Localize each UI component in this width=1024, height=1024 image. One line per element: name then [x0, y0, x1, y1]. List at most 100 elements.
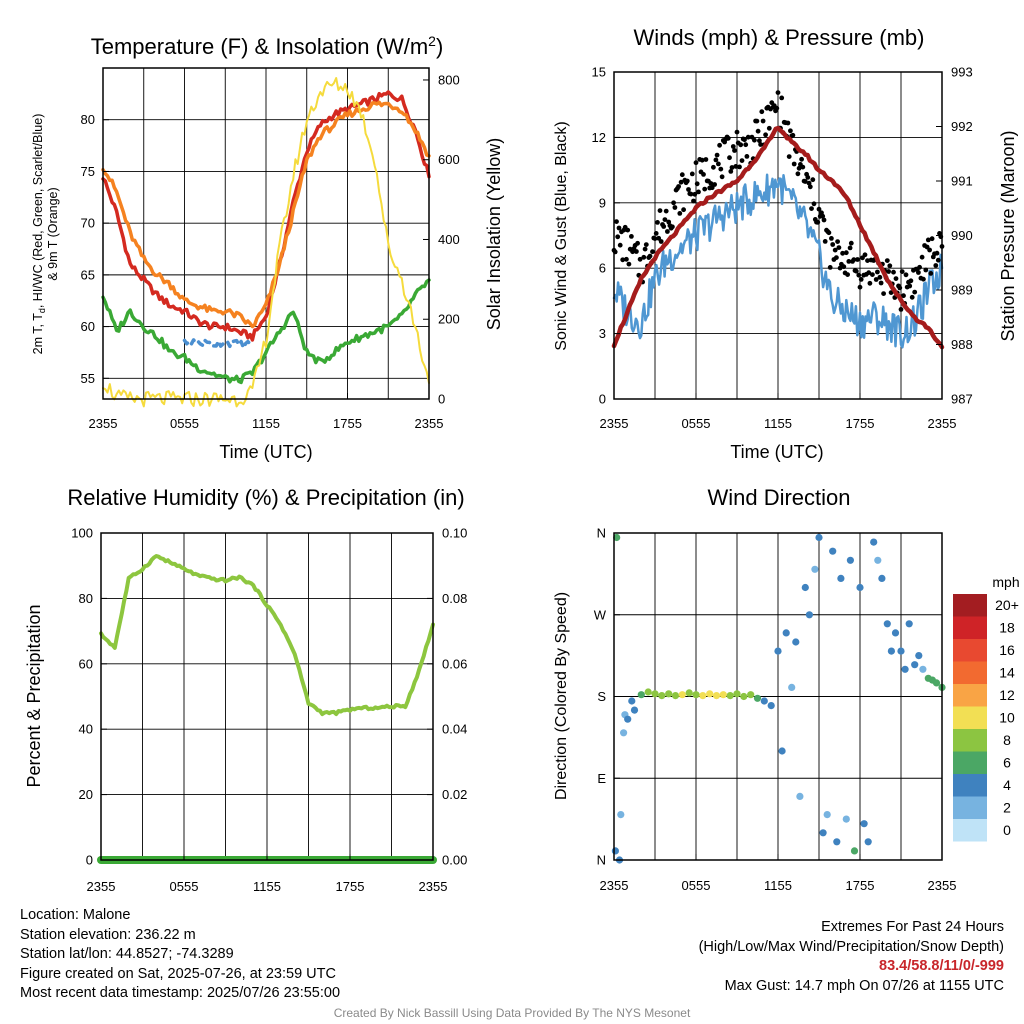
temp-9m-line	[101, 100, 431, 329]
direction-point	[860, 820, 868, 828]
direction-point	[719, 691, 727, 699]
gust-point-point	[779, 95, 785, 101]
legend-swatch	[953, 616, 987, 639]
legend-swatch	[953, 796, 987, 819]
gust-point-point	[886, 269, 891, 274]
gust-point-point	[867, 280, 873, 286]
gust-point-point	[752, 137, 757, 143]
speed-legend: 20+ 18 16 14 12 10 8 6 4 2 0	[953, 594, 1019, 842]
y2-tick-label: 0.08	[442, 591, 467, 606]
gust-point-point	[688, 191, 694, 197]
heat-index-line	[182, 338, 252, 350]
gust-point-point	[855, 257, 860, 262]
direction-point	[620, 729, 628, 737]
gust-point-point	[620, 257, 626, 263]
legend-swatch	[953, 639, 987, 662]
gust-point-point	[893, 276, 899, 281]
temp-2m-line	[101, 90, 431, 342]
y2-tick-label: 990	[951, 228, 973, 243]
temperature-x-label: Time (UTC)	[219, 442, 312, 462]
gust-point-point	[701, 172, 706, 177]
gust-point-point	[853, 268, 859, 274]
gust-point-point	[928, 271, 934, 276]
y2-tick-label: 987	[951, 392, 973, 407]
y-tick-label: N	[597, 853, 606, 868]
direction-point	[932, 679, 941, 687]
direction-point	[837, 574, 845, 583]
y-tick-label: E	[597, 771, 606, 786]
x-tick-label: 2355	[415, 416, 444, 431]
direction-point	[678, 691, 686, 699]
y-tick-label: 100	[71, 526, 93, 541]
y2-tick-label: 991	[951, 174, 973, 189]
direction-point	[788, 683, 796, 692]
direction-point	[905, 620, 913, 628]
temperature-panel: Temperature (F) & Insolation (W/m2) 2355…	[31, 33, 504, 462]
direction-point	[617, 811, 625, 819]
gust-point-point	[719, 174, 725, 180]
legend-label: 20+	[995, 597, 1019, 613]
gust-point-point	[899, 269, 905, 274]
gust-point-point	[851, 257, 857, 263]
gust-point-point	[856, 272, 862, 278]
gust-point-point	[625, 227, 631, 233]
pressure-line	[611, 125, 945, 350]
legend-label: 12	[999, 687, 1015, 703]
gust-point-point	[678, 179, 684, 185]
y-tick-label: 0	[599, 392, 606, 407]
gust-point-point	[925, 237, 931, 243]
gust-point-point	[866, 270, 872, 276]
gust-point-point	[875, 269, 880, 275]
gust-point-point	[679, 172, 685, 178]
gust-point-point	[666, 219, 672, 225]
gust-point-point	[811, 201, 817, 207]
legend-label: 16	[999, 642, 1015, 658]
gust-point-point	[692, 191, 698, 197]
gust-point-point	[907, 283, 913, 289]
gust-point-point	[708, 181, 714, 186]
y-tick-label: 9	[599, 195, 606, 210]
legend-swatch	[953, 774, 987, 797]
gust-point-point	[826, 230, 832, 236]
extremes-subtitle: (High/Low/Max Wind/Precipitation/Snow De…	[698, 938, 1004, 955]
x-tick-label: 2355	[600, 416, 629, 431]
gust-point-point	[712, 182, 717, 187]
gust-point-point	[686, 187, 691, 192]
figure-created: Figure created on Sat, 2025-07-26, at 23…	[20, 965, 336, 982]
direction-point	[685, 689, 693, 697]
y-tick-label: N	[597, 526, 606, 541]
legend-swatch	[953, 661, 987, 684]
gust-point-point	[689, 171, 695, 177]
gust-point-point	[887, 263, 893, 269]
y-tick-label: S	[597, 689, 606, 704]
gust-point-point	[661, 224, 667, 229]
direction-point	[864, 838, 872, 846]
gust-point-point	[806, 180, 812, 186]
humidity-panel: Relative Humidity (%) & Precipitation (i…	[24, 485, 467, 894]
direction-point	[671, 692, 680, 700]
gust-point-point	[796, 165, 802, 171]
gust-point-point	[742, 137, 747, 143]
y2-tick-label: 600	[438, 152, 460, 167]
gust-point-point	[730, 144, 736, 149]
gust-point-point	[744, 154, 750, 159]
y-tick-label: 60	[79, 656, 93, 671]
extremes-title: Extremes For Past 24 Hours	[821, 919, 1004, 935]
gust-point-point	[694, 181, 700, 187]
gust-point-point	[909, 294, 915, 300]
direction-point	[665, 690, 673, 698]
gust-point-point	[791, 161, 797, 167]
gust-point-point	[617, 242, 623, 248]
station-latlon: Station lat/lon: 44.8527; -74.3289	[20, 946, 234, 962]
legend-label: 8	[1003, 732, 1011, 748]
gust-point-point	[832, 247, 838, 253]
direction-point	[911, 661, 919, 669]
gust-point-point	[616, 225, 622, 231]
gust-point-point	[725, 135, 731, 141]
direction-point	[637, 691, 645, 699]
y-tick-label: 15	[592, 65, 606, 80]
humidity-y-label: Percent & Precipitation	[24, 604, 44, 787]
direction-point	[833, 838, 841, 846]
gust-point-point	[865, 258, 870, 263]
gust-point-point	[637, 256, 643, 262]
